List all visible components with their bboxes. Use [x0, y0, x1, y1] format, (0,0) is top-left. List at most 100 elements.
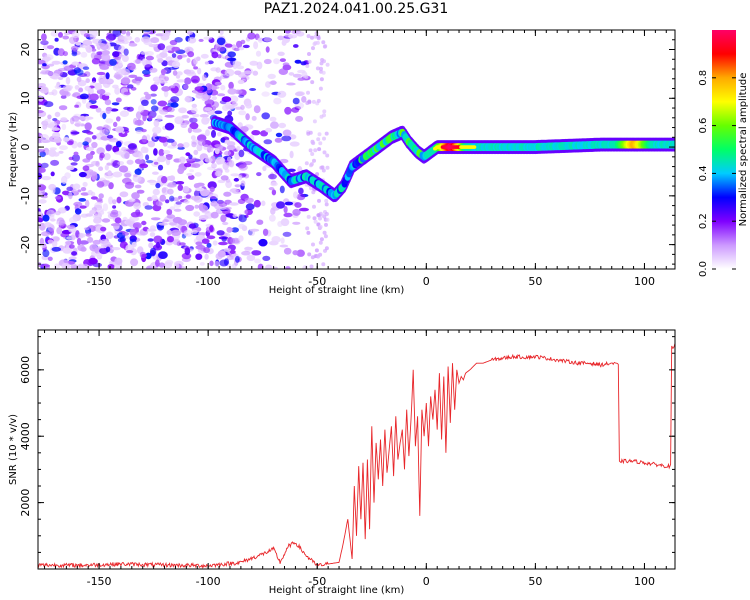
noise-speck [177, 167, 185, 175]
noise-speck [244, 246, 252, 253]
noise-speck [115, 126, 125, 133]
colorbar-tick-label: 0.8 [698, 70, 709, 86]
noise-speck [134, 37, 141, 43]
noise-speck [171, 46, 180, 52]
noise-speck [232, 60, 239, 68]
noise-speck [111, 209, 119, 215]
noise-speck [130, 211, 140, 218]
noise-speck [162, 49, 168, 53]
noise-speck [227, 110, 233, 117]
noise-speck [58, 150, 64, 154]
noise-speck [221, 236, 227, 242]
noise-speck [122, 35, 133, 41]
noise-speck [165, 154, 173, 160]
noise-speck [261, 91, 270, 97]
noise-speck [281, 39, 287, 46]
noise-speck [38, 110, 44, 114]
noise-speck [273, 97, 282, 105]
noise-speck [82, 165, 90, 171]
noise-speck [214, 144, 222, 148]
noise-speck [105, 72, 110, 80]
noise-speck [253, 41, 259, 50]
noise-speck [126, 250, 134, 254]
y-tick-label: 4000 [19, 422, 32, 450]
noise-speck [227, 88, 237, 95]
noise-speck [157, 164, 164, 171]
noise-speck [253, 199, 261, 208]
noise-speck [256, 61, 263, 70]
noise-speck [54, 84, 62, 89]
noise-speck [160, 68, 166, 76]
noise-speck [319, 114, 324, 119]
noise-speck [78, 171, 87, 178]
noise-speck [141, 58, 147, 66]
noise-speck [317, 198, 321, 203]
noise-speck [187, 69, 195, 75]
noise-speck [312, 204, 316, 209]
noise-speck [315, 40, 320, 45]
noise-speck [265, 127, 273, 133]
noise-speck [263, 37, 272, 42]
noise-speck [66, 224, 76, 229]
noise-speck [153, 119, 160, 128]
noise-speck [279, 58, 286, 62]
noise-speck [271, 189, 277, 196]
noise-speck [135, 111, 142, 120]
noise-speck [276, 201, 285, 209]
noise-speck [199, 262, 205, 266]
noise-speck [118, 69, 125, 75]
noise-speck [186, 31, 193, 35]
noise-speck [314, 248, 319, 253]
noise-speck [288, 34, 298, 39]
noise-speck [61, 123, 67, 131]
noise-speck [292, 221, 301, 225]
noise-speck [124, 181, 135, 189]
noise-speck [163, 150, 171, 154]
noise-speck [302, 265, 309, 269]
noise-speck [191, 107, 198, 114]
noise-speck [159, 109, 169, 115]
noise-speck [173, 208, 182, 212]
noise-speck [116, 116, 121, 122]
noise-speck [311, 141, 316, 146]
noise-speck [236, 146, 241, 151]
noise-speck [261, 200, 266, 207]
noise-speck [141, 135, 148, 143]
noise-speck [102, 203, 109, 212]
noise-speck [273, 266, 278, 269]
noise-speck [237, 198, 246, 204]
noise-speck [223, 258, 230, 266]
noise-speck [170, 85, 176, 89]
noise-speck [76, 237, 82, 246]
noise-speck [201, 94, 209, 102]
y-tick-label: -20 [19, 236, 32, 254]
noise-speck [222, 221, 229, 226]
noise-speck [195, 187, 205, 192]
noise-speck [52, 152, 60, 157]
noise-speck [62, 190, 70, 196]
noise-speck [227, 105, 235, 109]
noise-speck [62, 51, 68, 57]
noise-speck [187, 127, 192, 134]
noise-speck [146, 228, 157, 232]
noise-speck [311, 99, 316, 104]
noise-speck [162, 219, 169, 223]
noise-speck [268, 173, 277, 180]
noise-speck [43, 101, 54, 108]
noise-speck [269, 214, 276, 222]
noise-speck [306, 131, 311, 136]
noise-speck [324, 212, 329, 216]
noise-speck [99, 154, 104, 161]
noise-speck [288, 72, 295, 76]
noise-speck [226, 226, 233, 233]
noise-speck [175, 201, 182, 205]
noise-speck [256, 219, 264, 225]
noise-speck [151, 105, 159, 112]
noise-speck [39, 86, 49, 94]
noise-speck [177, 54, 183, 60]
noise-speck [270, 207, 276, 215]
noise-speck [219, 30, 224, 35]
noise-speck [141, 253, 148, 258]
noise-speck [165, 259, 174, 265]
noise-speck [311, 46, 315, 51]
